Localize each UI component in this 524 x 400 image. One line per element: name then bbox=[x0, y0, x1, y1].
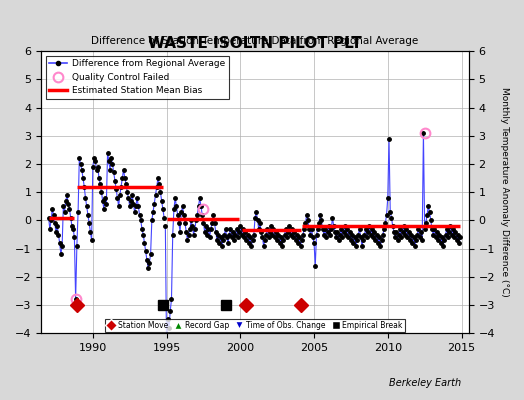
Y-axis label: Monthly Temperature Anomaly Difference (°C): Monthly Temperature Anomaly Difference (… bbox=[500, 87, 509, 297]
Text: Difference of Station Temperature Data from Regional Average: Difference of Station Temperature Data f… bbox=[91, 36, 419, 46]
Text: Berkeley Earth: Berkeley Earth bbox=[389, 378, 461, 388]
Title: WASTE ISOLTN PILOT PLT: WASTE ISOLTN PILOT PLT bbox=[148, 36, 362, 51]
Legend: Station Move, Record Gap, Time of Obs. Change, Empirical Break: Station Move, Record Gap, Time of Obs. C… bbox=[105, 319, 405, 332]
